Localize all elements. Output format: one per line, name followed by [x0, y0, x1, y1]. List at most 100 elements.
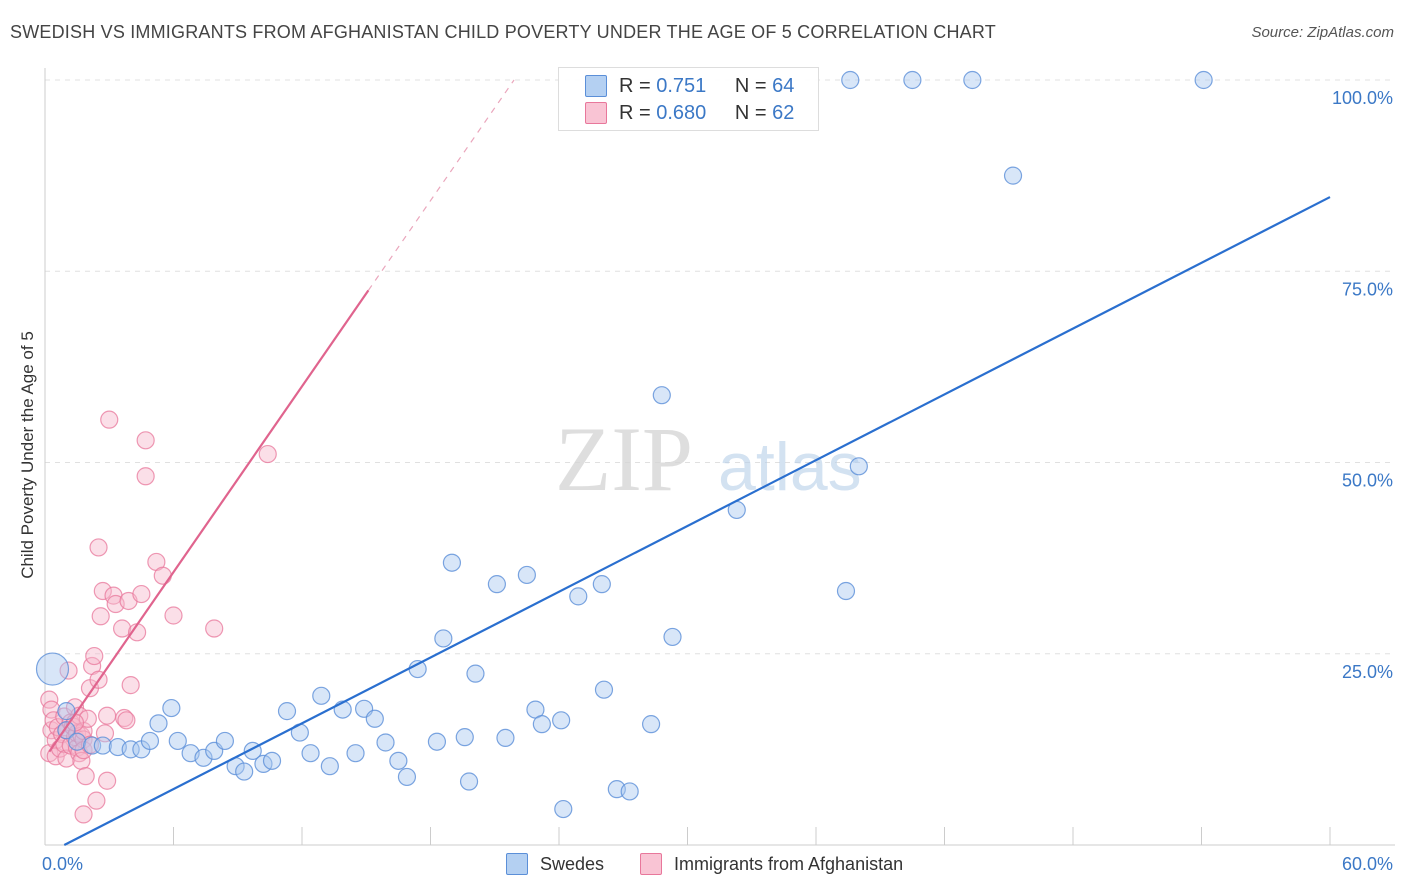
data-point-swedes — [442, 553, 462, 572]
data-point-swedes — [312, 686, 331, 705]
data-point-swedes — [849, 457, 868, 476]
data-point-afghanistan — [98, 771, 117, 790]
data-point-swedes — [301, 744, 320, 763]
data-point-swedes — [365, 709, 384, 728]
data-point-swedes — [149, 714, 168, 733]
r-value: 0.751 — [656, 74, 707, 97]
data-point-swedes — [1003, 166, 1023, 185]
x-tick-label: 0.0% — [42, 854, 83, 874]
data-point-swedes — [652, 386, 671, 405]
data-point-afghanistan — [132, 584, 151, 604]
data-point-swedes — [346, 744, 365, 763]
legend-row-swedes: R = 0.751 N = 64 — [585, 73, 794, 99]
data-point-afghanistan — [258, 444, 277, 464]
legend-item-afghanistan[interactable]: Immigrants from Afghanistan — [640, 853, 903, 875]
data-point-swedes — [459, 772, 479, 791]
chart-title: SWEDISH VS IMMIGRANTS FROM AFGHANISTAN C… — [10, 22, 996, 42]
legend-item-swedes[interactable]: Swedes — [506, 853, 604, 875]
data-point-swedes — [162, 698, 181, 718]
data-point-afghanistan — [76, 767, 95, 786]
data-point-afghanistan — [100, 410, 119, 429]
data-point-swedes — [1194, 70, 1213, 90]
x-tick-label: 60.0% — [1342, 854, 1393, 874]
r-label: R = — [619, 101, 651, 124]
data-point-afghanistan — [117, 711, 136, 730]
data-point-swedes — [68, 732, 87, 751]
afghanistan-points — [40, 410, 277, 824]
data-point-swedes — [262, 751, 282, 770]
series-legend: Swedes Immigrants from Afghanistan — [0, 851, 1406, 877]
data-point-afghanistan — [89, 538, 108, 557]
pink-swatch — [585, 102, 607, 124]
data-point-afghanistan — [153, 566, 172, 585]
data-point-swedes — [903, 70, 922, 90]
data-point-swedes — [594, 680, 614, 699]
y-tick-label: 75.0% — [1342, 279, 1393, 299]
r-value: 0.680 — [656, 101, 707, 124]
blue-swatch — [506, 853, 528, 875]
data-point-afghanistan — [85, 646, 104, 666]
blue-swatch — [585, 75, 607, 97]
pink-swatch — [640, 853, 662, 875]
data-point-swedes — [83, 736, 102, 755]
data-point-swedes — [57, 702, 76, 721]
n-label: N = — [734, 101, 767, 124]
data-point-swedes — [121, 740, 140, 759]
data-point-swedes — [434, 629, 453, 648]
watermark: ZIP atlas — [555, 408, 862, 510]
swedes-points — [35, 70, 1213, 819]
data-point-swedes — [389, 751, 408, 770]
data-point-swedes — [93, 736, 112, 755]
data-point-swedes — [963, 70, 982, 90]
grid — [45, 79, 1395, 655]
source-label: Source: ZipAtlas.com — [1251, 24, 1394, 41]
n-value: 62 — [772, 101, 795, 124]
data-point-afghanistan — [136, 431, 155, 450]
n-label: N = — [734, 74, 767, 97]
data-point-swedes — [168, 731, 187, 751]
data-point-swedes — [487, 575, 506, 594]
data-point-afghanistan — [121, 676, 140, 695]
legend-label-afghanistan: Immigrants from Afghanistan — [674, 853, 904, 874]
data-point-swedes — [376, 733, 395, 752]
data-point-swedes — [554, 799, 573, 819]
trend-line-afghanistan-extension — [367, 79, 515, 291]
r-label: R = — [619, 74, 651, 97]
data-point-swedes — [466, 664, 485, 683]
data-point-swedes — [552, 711, 571, 730]
data-point-afghanistan — [98, 706, 117, 725]
legend-row-afghanistan: R = 0.680 N = 62 — [585, 100, 794, 126]
data-point-swedes — [35, 652, 70, 686]
data-point-swedes — [841, 70, 860, 90]
legend-label-swedes: Swedes — [540, 853, 605, 874]
y-tick-label: 25.0% — [1342, 662, 1393, 682]
data-point-swedes — [641, 715, 661, 734]
data-point-swedes — [592, 575, 611, 594]
data-point-swedes — [194, 748, 213, 767]
data-point-swedes — [455, 728, 474, 747]
data-point-swedes — [320, 757, 339, 776]
trend-line-afghanistan — [48, 289, 370, 753]
y-tick-label: 50.0% — [1342, 471, 1393, 491]
data-point-swedes — [277, 702, 297, 721]
trend-lines — [48, 79, 1331, 846]
data-point-swedes — [235, 762, 254, 781]
data-point-swedes — [836, 581, 856, 601]
trend-line-swedes — [63, 196, 1331, 846]
data-point-afghanistan — [164, 606, 183, 625]
data-point-afghanistan — [136, 467, 155, 486]
data-point-afghanistan — [115, 708, 134, 728]
n-value: 64 — [772, 74, 795, 97]
axes: 25.0% 50.0% 75.0% 100.0% 0.0% 60.0% — [42, 68, 1395, 874]
data-point-swedes — [140, 731, 160, 751]
watermark-zip: ZIP — [555, 408, 693, 510]
data-point-swedes — [532, 715, 551, 734]
data-point-swedes — [620, 782, 639, 801]
data-point-swedes — [517, 565, 536, 585]
data-point-swedes — [397, 767, 417, 787]
data-point-swedes — [496, 728, 515, 748]
data-point-afghanistan — [205, 619, 224, 638]
y-tick-label: 100.0% — [1332, 88, 1393, 108]
data-point-afghanistan — [93, 581, 112, 601]
